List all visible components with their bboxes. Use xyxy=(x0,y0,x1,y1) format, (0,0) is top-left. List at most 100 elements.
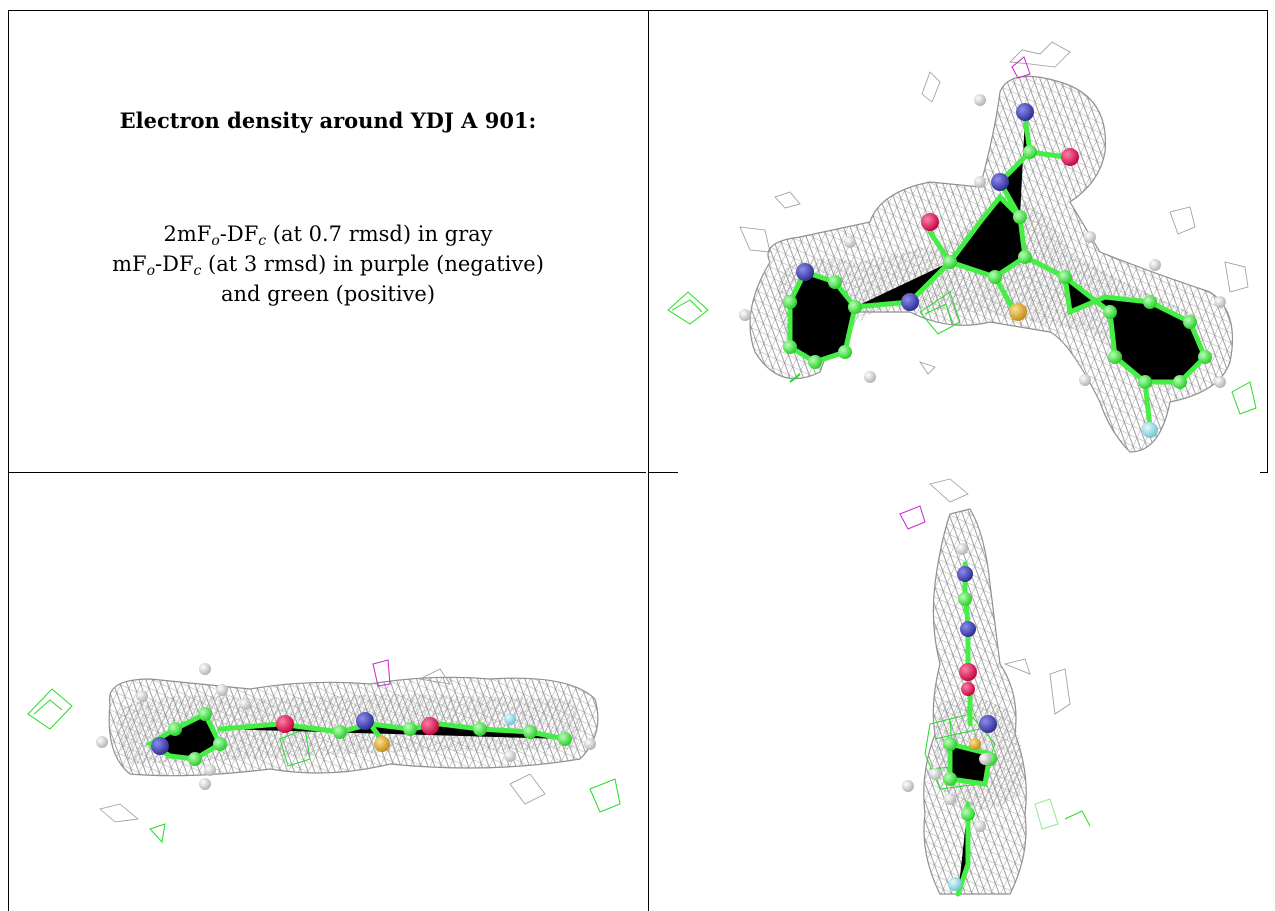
hydrogen-atom xyxy=(864,371,876,383)
table-middle-divider-left xyxy=(8,472,646,473)
fluorine-atom xyxy=(948,877,962,891)
purple-negative-density xyxy=(899,505,926,530)
gray-mesh-fragment xyxy=(921,71,941,103)
carbon-atom xyxy=(808,355,822,369)
table-right-border xyxy=(1267,10,1268,473)
gray-mesh-fragment xyxy=(774,191,801,209)
caption-line1-sub-c: c xyxy=(258,233,267,249)
carbon-atom xyxy=(848,300,862,314)
caption-line2-mid: -DF xyxy=(155,252,194,276)
hydrogen-atom xyxy=(136,690,148,702)
table-center-divider xyxy=(648,10,649,911)
nitrogen-atom xyxy=(151,737,169,755)
green-positive-density xyxy=(919,291,961,335)
carbon-atom xyxy=(333,725,347,739)
caption-line2-pre: mF xyxy=(112,252,147,276)
gray-mesh-fragment xyxy=(739,226,771,253)
gray-mesh-fragment xyxy=(929,478,969,503)
green-positive-density xyxy=(789,373,801,383)
hydrogen-atom xyxy=(739,309,751,321)
density-view-side-svg xyxy=(27,659,621,844)
hydrogen-atom xyxy=(974,820,986,832)
gray-density-overlay xyxy=(778,192,1197,392)
caption-line-fofc: mFo-DFc (at 3 rmsd) in purple (negative) xyxy=(10,252,646,279)
gray-mesh-fragment xyxy=(1003,658,1031,675)
nitrogen-atom xyxy=(960,621,976,637)
caption-line1-post: (at 0.7 rmsd) in gray xyxy=(266,222,493,246)
hydrogen-atom xyxy=(584,738,596,750)
hydrogen-atom xyxy=(902,780,914,792)
purple-negative-density xyxy=(1011,56,1031,79)
hydrogen-atom xyxy=(504,750,516,762)
hydrogen-atom xyxy=(974,94,986,106)
hydrogen-atom xyxy=(844,236,856,248)
density-view-top xyxy=(650,12,1266,471)
oxygen-atom xyxy=(1061,148,1079,166)
hydrogen-atom xyxy=(956,543,968,555)
caption-line2-post: (at 3 rmsd) in purple (negative) xyxy=(201,252,544,276)
carbon-atom xyxy=(783,340,797,354)
green-positive-density xyxy=(1034,798,1059,830)
hydrogen-atom xyxy=(1084,231,1096,243)
table-left-border xyxy=(8,10,9,911)
molecule-atoms xyxy=(902,543,997,891)
carbon-atom xyxy=(1183,315,1197,329)
oxygen-atom xyxy=(276,715,294,733)
hydrogen-atom xyxy=(199,778,211,790)
nitrogen-atom xyxy=(796,263,814,281)
oxygen-atom xyxy=(961,682,975,696)
green-positive-density xyxy=(1064,810,1091,827)
carbon-atom xyxy=(1138,375,1152,389)
table-top-border xyxy=(8,10,1268,11)
purple-negative-density xyxy=(372,659,391,687)
caption-line1-mid: -DF xyxy=(219,222,259,246)
table-middle-divider-tick xyxy=(1260,472,1268,473)
caption-line2-sub-c: c xyxy=(193,263,202,279)
hydrogen-atom xyxy=(1214,376,1226,388)
hydrogen-atom xyxy=(1149,259,1161,271)
nitrogen-atom xyxy=(957,566,973,582)
green-positive-density xyxy=(279,728,311,767)
carbon-atom xyxy=(988,270,1002,284)
oxygen-atom xyxy=(959,663,977,681)
carbon-atom xyxy=(168,722,182,736)
nitrogen-atom xyxy=(979,715,997,733)
nitrogen-atom xyxy=(356,712,374,730)
oxygen-atom xyxy=(921,213,939,231)
green-positive-density xyxy=(1231,381,1257,415)
carbon-atom xyxy=(188,752,202,766)
gray-mesh-fragment xyxy=(1009,41,1071,68)
density-view-side xyxy=(10,474,646,909)
carbon-atom xyxy=(828,275,842,289)
gray-mesh-fragment xyxy=(1224,261,1249,293)
green-positive-density xyxy=(27,688,73,730)
carbon-atom xyxy=(1013,210,1027,224)
sulfur-atom xyxy=(969,738,981,750)
carbon-atom xyxy=(958,592,972,606)
carbon-atom xyxy=(943,772,957,786)
sulfur-atom xyxy=(374,736,390,752)
carbon-atom xyxy=(403,722,417,736)
green-positive-density xyxy=(667,291,709,325)
gray-mesh-fragment xyxy=(418,668,451,685)
sulfur-atom xyxy=(1009,303,1027,321)
density-view-top-svg xyxy=(667,41,1257,453)
fluorine-atom xyxy=(1142,422,1158,438)
density-view-end-svg xyxy=(899,478,1091,897)
nitrogen-atom xyxy=(901,293,919,311)
caption-line1-sub-o: o xyxy=(211,233,220,249)
molecule-atoms xyxy=(96,663,596,790)
caption-line2-sub-o: o xyxy=(146,263,156,279)
caption-line-positive: and green (positive) xyxy=(220,282,436,306)
hydrogen-atom xyxy=(929,768,941,780)
hydrogen-atom xyxy=(199,663,211,675)
hydrogen-atom xyxy=(979,753,991,765)
nitrogen-atom xyxy=(991,173,1009,191)
carbon-atom xyxy=(1058,270,1072,284)
green-positive-density xyxy=(149,823,166,844)
carbon-atom xyxy=(943,737,957,751)
caption-title: Electron density around YDJ A 901: xyxy=(119,108,537,133)
density-view-end xyxy=(650,474,1266,909)
carbon-atom xyxy=(1108,350,1122,364)
table-middle-divider-right xyxy=(648,472,678,473)
